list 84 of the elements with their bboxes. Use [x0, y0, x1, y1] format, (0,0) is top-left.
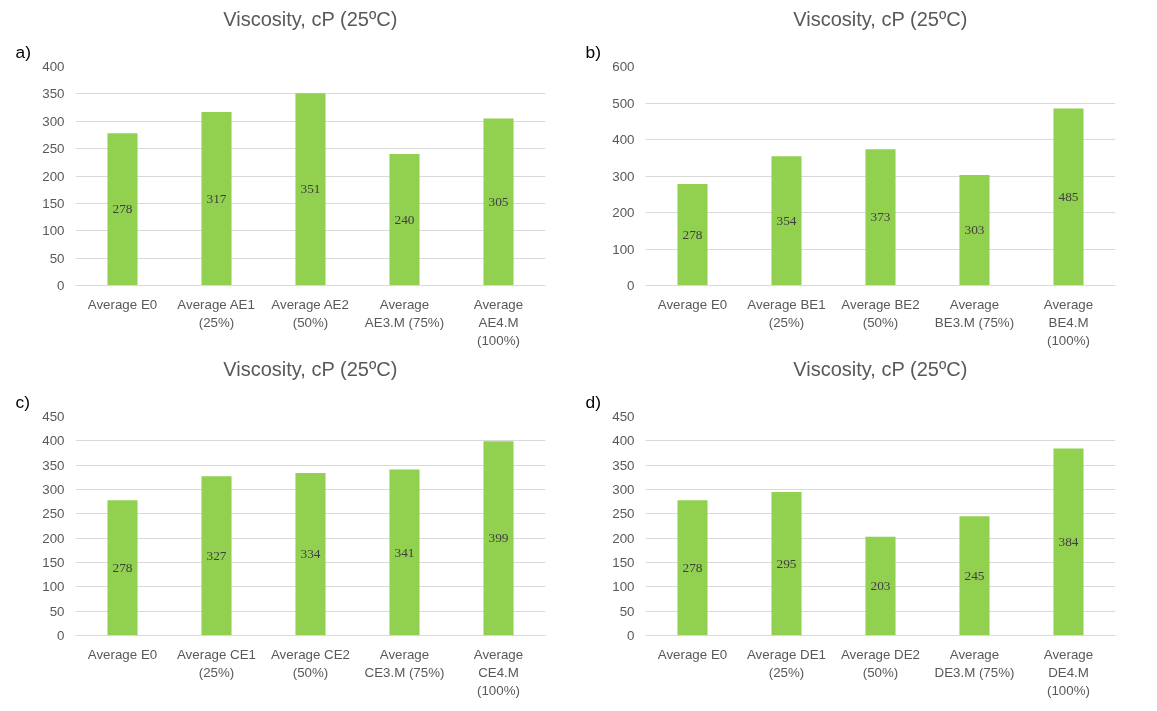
x-tick-label: Average AE2 (50%): [271, 296, 349, 330]
x-tick-label: Average DE1 (25%): [746, 646, 827, 680]
x-tick-label: Average BE4.M (100%): [1043, 296, 1094, 348]
x-tick-label: Average E0: [657, 646, 728, 662]
x-tick-label: Average CE2 (50%): [270, 646, 351, 680]
y-tick-label: 200: [42, 530, 65, 546]
data-label: 240: [394, 211, 415, 227]
data-label: 278: [112, 201, 133, 217]
y-tick-label: 0: [57, 628, 65, 643]
data-label: 317: [206, 190, 227, 206]
x-tick-label: Average BE1 (25%): [747, 296, 826, 330]
data-label: 305: [488, 194, 509, 210]
y-tick-label: 350: [612, 457, 635, 473]
x-tick-label: Average AE1 (25%): [177, 296, 255, 330]
data-label: 485: [1058, 188, 1079, 204]
data-label: 245: [964, 567, 985, 583]
x-tick-label: Average CE1 (25%): [176, 646, 257, 680]
data-label: 399: [488, 530, 509, 546]
data-label: 278: [682, 559, 703, 575]
x-tick-label: Average CE3.M (75%): [364, 646, 445, 680]
data-label: 341: [394, 544, 415, 560]
data-label: 351: [300, 181, 321, 197]
y-tick-label: 300: [612, 482, 635, 497]
data-label: 354: [776, 212, 797, 228]
y-tick-label: 0: [627, 628, 635, 643]
chart-title: Viscosity, cP (25ºC): [223, 7, 398, 30]
x-tick-label: Average AE3.M (75%): [364, 296, 445, 330]
text: c): [15, 391, 30, 412]
data-label: 278: [112, 559, 133, 575]
y-tick-label: 150: [612, 555, 635, 570]
data-label: 203: [870, 578, 891, 594]
y-tick-label: 600: [612, 59, 635, 74]
x-tick-label: Average CE4.M (100%): [473, 646, 524, 698]
x-tick-label: Average DE2 (50%): [840, 646, 921, 680]
y-tick-label: 250: [612, 506, 635, 522]
y-tick-label: 300: [42, 482, 65, 497]
text: d): [585, 391, 601, 412]
y-tick-label: 200: [612, 205, 635, 220]
data-label: 327: [206, 547, 227, 563]
y-tick-label: 400: [612, 433, 635, 449]
y-tick-label: 100: [42, 223, 65, 239]
y-tick-label: 250: [42, 141, 65, 157]
x-tick-label: Average E0: [657, 296, 728, 312]
y-tick-label: 400: [612, 132, 635, 147]
data-label: 278: [682, 226, 703, 242]
x-tick-label: Average BE2 (50%): [841, 296, 920, 330]
data-label: 373: [870, 209, 891, 225]
y-tick-label: 0: [57, 278, 65, 293]
y-tick-label: 300: [612, 168, 635, 184]
chart-title: Viscosity, cP (25ºC): [793, 7, 968, 30]
y-tick-label: 50: [619, 603, 635, 619]
y-tick-label: 400: [42, 59, 65, 74]
y-tick-label: 100: [612, 241, 635, 257]
x-tick-label: Average BE3.M (75%): [934, 296, 1015, 330]
y-tick-label: 350: [42, 86, 65, 102]
y-tick-label: 200: [42, 168, 65, 184]
y-tick-label: 150: [42, 195, 65, 211]
x-tick-label: Average AE4.M (100%): [473, 296, 524, 348]
x-tick-label: Average DE3.M (75%): [934, 646, 1015, 680]
data-label: 384: [1058, 534, 1079, 550]
data-label: 334: [300, 546, 321, 562]
y-tick-label: 100: [42, 579, 65, 595]
text: a): [15, 41, 31, 62]
y-tick-label: 450: [612, 409, 635, 424]
y-tick-label: 500: [612, 95, 635, 111]
y-tick-label: 450: [42, 409, 65, 424]
x-tick-label: Average E0: [87, 296, 158, 312]
x-tick-label: Average E0: [87, 646, 158, 662]
text: b): [585, 41, 601, 62]
y-tick-label: 0: [627, 278, 635, 293]
y-tick-label: 50: [49, 250, 65, 266]
data-label: 303: [964, 222, 985, 238]
chart-title: Viscosity, cP (25ºC): [223, 357, 398, 380]
y-tick-label: 400: [42, 433, 65, 449]
data-label: 295: [776, 555, 797, 571]
x-tick-label: Average DE4.M (100%): [1043, 646, 1094, 698]
y-tick-label: 250: [42, 506, 65, 522]
y-tick-label: 50: [49, 603, 65, 619]
y-tick-label: 100: [612, 579, 635, 595]
y-tick-label: 300: [42, 113, 65, 129]
y-tick-label: 350: [42, 457, 65, 473]
y-tick-label: 150: [42, 555, 65, 570]
y-tick-label: 200: [612, 530, 635, 546]
chart-title: Viscosity, cP (25ºC): [793, 357, 968, 380]
